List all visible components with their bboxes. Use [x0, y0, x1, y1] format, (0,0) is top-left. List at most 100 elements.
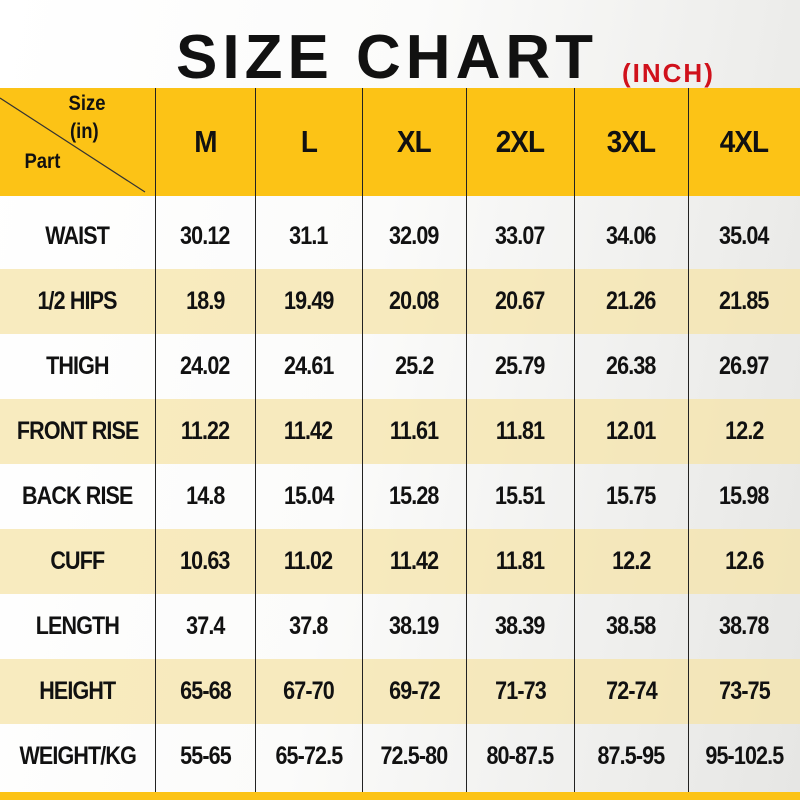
table-cell: 20.08	[362, 269, 466, 334]
table-cell: 25.2	[362, 334, 466, 399]
table-cell: 11.22	[155, 399, 255, 464]
table-cell: 73-75	[688, 659, 800, 724]
table-cell-text: 21.26	[606, 287, 656, 315]
table-cell-text: 10.63	[180, 547, 230, 575]
table-row: BACK RISE 14.8 15.04 15.28 15.51 15.75 15.98	[0, 464, 800, 529]
row-label-text: WEIGHT/KG	[19, 742, 136, 770]
table-cell: 14.8	[155, 464, 255, 529]
table-cell-text: 65-72.5	[275, 742, 343, 770]
corner-unit-label: (in)	[69, 120, 99, 143]
table-cell-text: 65-68	[179, 677, 232, 705]
table-cell: 19.49	[255, 269, 362, 334]
table-cell: 24.02	[155, 334, 255, 399]
table-cell: 37.8	[255, 594, 362, 659]
table-cell-text: 30.12	[180, 222, 230, 250]
table-cell-text: 95-102.5	[704, 742, 784, 770]
table-cell: 38.19	[362, 594, 466, 659]
table-row: WAIST 30.12 31.1 32.09 33.07 34.06 35.04	[0, 204, 800, 269]
column-header-label: L	[300, 124, 317, 159]
row-label: LENGTH	[0, 594, 155, 659]
table-cell: 12.01	[574, 399, 688, 464]
table-row: WEIGHT/KG 55-65 65-72.5 72.5-80 80-87.5 87.5-…	[0, 724, 800, 789]
table-cell-text: 11.02	[284, 547, 333, 575]
table-cell-text: 38.39	[495, 612, 545, 640]
row-label-text: HEIGHT	[39, 677, 116, 705]
table-cell-text: 26.38	[606, 352, 656, 380]
table-cell: 34.06	[574, 204, 688, 269]
table-cell-text: 11.42	[284, 417, 333, 445]
table-cell-text: 26.97	[719, 352, 769, 380]
column-divider	[362, 88, 363, 792]
table-row: HEIGHT 65-68 67-70 69-72 71-73 72-74 73-75	[0, 659, 800, 724]
table-cell: 15.04	[255, 464, 362, 529]
table-cell-text: 18.9	[185, 287, 225, 315]
table-cell-text: 32.09	[389, 222, 439, 250]
table-cell-text: 87.5-95	[597, 742, 666, 770]
table-cell-text: 67-70	[283, 677, 335, 705]
table-cell: 69-72	[362, 659, 466, 724]
table-cell: 15.51	[466, 464, 574, 529]
table-cell: 11.81	[466, 529, 574, 594]
table-cell-text: 12.6	[724, 547, 764, 575]
table-cell: 30.12	[155, 204, 255, 269]
diagonal-divider	[0, 97, 146, 193]
table-cell: 24.61	[255, 334, 362, 399]
title: SIZE CHART (INCH)	[0, 18, 800, 92]
table-cell-text: 25.79	[495, 352, 545, 380]
table-cell: 38.78	[688, 594, 800, 659]
table-cell-text: 33.07	[495, 222, 545, 250]
table-header	[0, 88, 800, 196]
row-label-text: FRONT RISE	[16, 417, 139, 445]
row-label: CUFF	[0, 529, 155, 594]
table-cell: 18.9	[155, 269, 255, 334]
table-cell: 11.81	[466, 399, 574, 464]
table-cell: 32.09	[362, 204, 466, 269]
row-label-text: THIGH	[46, 352, 109, 380]
table-cell-text: 11.22	[180, 417, 230, 445]
table-cell: 72.5-80	[362, 724, 466, 789]
table-cell-text: 72-74	[605, 677, 658, 705]
table-cell-text: 12.2	[611, 547, 651, 575]
table-cell-text: 31.1	[289, 222, 328, 250]
table-cell-text: 21.85	[719, 287, 769, 315]
row-label: WAIST	[0, 204, 155, 269]
column-header-2xl: 2XL	[466, 88, 574, 196]
table-cell-text: 25.2	[394, 352, 434, 380]
column-header-label: M	[193, 124, 217, 159]
table-cell-text: 71-73	[494, 677, 547, 705]
table-cell: 55-65	[155, 724, 255, 789]
table-cell-text: 11.81	[495, 547, 545, 575]
table-cell: 12.2	[688, 399, 800, 464]
table-cell-text: 37.8	[289, 612, 328, 640]
table-cell: 11.61	[362, 399, 466, 464]
table-cell-text: 38.58	[606, 612, 656, 640]
table-row: LENGTH 37.4 37.8 38.19 38.39 38.58 38.78	[0, 594, 800, 659]
table-cell: 37.4	[155, 594, 255, 659]
table-cell: 11.42	[255, 399, 362, 464]
table-cell: 65-68	[155, 659, 255, 724]
row-label-text: CUFF	[50, 547, 106, 575]
page-title: SIZE CHART	[176, 23, 598, 92]
column-header-m: M	[155, 88, 255, 196]
table-cell-text: 38.19	[389, 612, 439, 640]
table-cell: 21.85	[688, 269, 800, 334]
table-cell-text: 11.81	[495, 417, 545, 445]
table-cell: 71-73	[466, 659, 574, 724]
column-divider	[688, 88, 689, 792]
column-header-4xl: 4XL	[688, 88, 800, 196]
table-cell: 38.58	[574, 594, 688, 659]
table-cell: 67-70	[255, 659, 362, 724]
table-cell-text: 20.08	[389, 287, 439, 315]
table-cell-text: 37.4	[185, 612, 225, 640]
table-cell-text: 55-65	[179, 742, 232, 770]
table-cell: 95-102.5	[688, 724, 800, 789]
table-cell: 80-87.5	[466, 724, 574, 789]
row-label-text: 1/2 HIPS	[37, 287, 118, 315]
table-cell-text: 72.5-80	[380, 742, 449, 770]
table-cell: 26.38	[574, 334, 688, 399]
table-cell: 11.02	[255, 529, 362, 594]
table-row: 1/2 HIPS 18.9 19.49 20.08 20.67 21.26 21.85	[0, 269, 800, 334]
table-cell: 20.67	[466, 269, 574, 334]
table-cell-text: 38.78	[719, 612, 769, 640]
table-cell-text: 11.61	[389, 417, 439, 445]
